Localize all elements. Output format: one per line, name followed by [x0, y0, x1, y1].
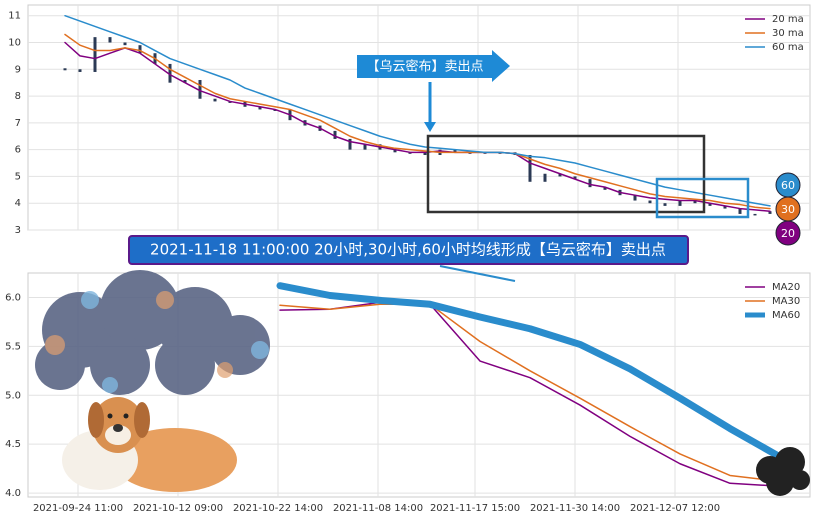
legend-label: 30 ma: [772, 28, 804, 39]
candle: [183, 80, 187, 83]
badge-label: 60: [781, 179, 795, 192]
badge-label: 30: [781, 203, 795, 216]
candle: [558, 173, 562, 177]
x-tick-label: 2021-09-24 11:00: [33, 503, 123, 514]
y-tick-label: 6: [15, 145, 21, 156]
badge-label: 20: [781, 227, 795, 240]
ma-line: [279, 303, 781, 483]
banner-arrow: [439, 265, 516, 282]
legend-label: 60 ma: [772, 42, 804, 53]
candle: [648, 200, 652, 204]
candle: [93, 37, 97, 72]
legend-label: MA30: [772, 296, 800, 307]
x-tick-label: 2021-10-12 09:00: [133, 503, 223, 514]
candle: [753, 213, 757, 216]
candle: [213, 98, 217, 102]
y-tick-label: 7: [15, 118, 21, 129]
banner-text: 2021-11-18 11:00:00 20小时,30小时,60小时均线形成【乌…: [150, 241, 666, 259]
candle: [348, 138, 352, 150]
annotation-arrow-head: [424, 122, 436, 132]
y-tick-label: 9: [15, 64, 21, 75]
x-tick-label: 2021-12-07 12:00: [630, 503, 720, 514]
legend-label: MA20: [772, 282, 800, 293]
candle: [723, 205, 727, 209]
x-tick-label: 2021-10-22 14:00: [233, 503, 323, 514]
y-tick-label: 4: [15, 198, 21, 209]
candle: [333, 130, 337, 139]
candle: [633, 195, 637, 201]
x-tick-label: 2021-11-17 15:00: [430, 503, 520, 514]
ma-line: [64, 41, 771, 212]
y-tick-label: 4.0: [5, 488, 21, 499]
candle: [528, 155, 532, 182]
candle: [258, 106, 262, 110]
x-tick-label: 2021-11-30 14:00: [530, 503, 620, 514]
candle: [138, 45, 142, 54]
y-tick-label: 11: [8, 11, 21, 22]
candle: [588, 179, 592, 188]
candle: [768, 211, 772, 214]
badge: [775, 220, 801, 246]
ma-line: [64, 33, 771, 210]
candle: [678, 200, 682, 206]
ma-line: [276, 282, 784, 461]
candle: [423, 152, 427, 155]
y-tick-label: 4.5: [5, 439, 21, 450]
candle: [123, 42, 127, 46]
candle: [603, 187, 607, 190]
y-tick-label: 5.5: [5, 341, 21, 352]
candle: [78, 69, 82, 72]
x-tick-label: 2021-11-08 14:00: [333, 503, 423, 514]
y-tick-label: 5.0: [5, 390, 21, 401]
highlight-box: [655, 177, 750, 219]
candle: [693, 200, 697, 204]
ma-line: [279, 301, 781, 487]
top-plot-area: [27, 4, 811, 231]
annotation-arrow-box: [357, 50, 510, 82]
y-tick-label: 8: [15, 91, 21, 102]
candle: [108, 37, 112, 43]
candle: [63, 68, 67, 71]
y-tick-label: 10: [8, 38, 21, 49]
candle: [168, 63, 172, 83]
y-tick-label: 6.0: [5, 292, 21, 303]
candle: [198, 80, 202, 99]
candle: [453, 149, 457, 153]
candle: [738, 208, 742, 214]
annotation: 【乌云密布】卖出点: [366, 59, 483, 75]
candle: [543, 173, 547, 182]
candle: [393, 149, 397, 153]
y-tick-label: 3: [15, 225, 21, 236]
candle: [708, 203, 712, 206]
ma-line: [64, 14, 771, 207]
candle: [663, 203, 667, 206]
legend-label: 20 ma: [772, 14, 804, 25]
decoration: [35, 270, 810, 496]
legend-label: MA60: [772, 310, 800, 321]
highlight-box: [426, 134, 706, 214]
candle: [573, 176, 577, 180]
banner: [128, 235, 689, 265]
y-tick-label: 5: [15, 171, 21, 182]
candle: [363, 144, 367, 150]
